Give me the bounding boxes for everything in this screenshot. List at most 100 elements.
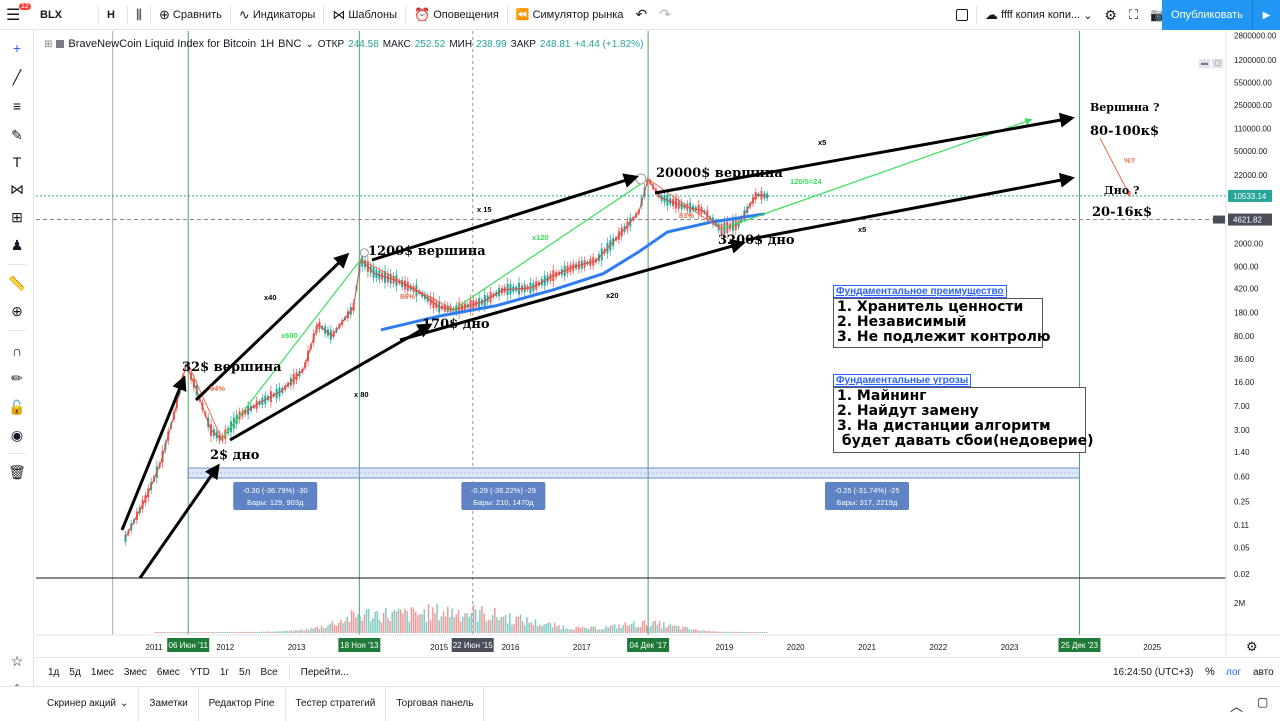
tab-screener[interactable]: Скринер акций ⌄ [0, 686, 140, 721]
alerts-button[interactable]: ⏰ Оповещения [408, 0, 505, 30]
volume-bar [740, 631, 742, 633]
undo-button[interactable]: ↶ [629, 0, 653, 30]
trash-icon[interactable]: 🗑 [8, 463, 26, 480]
pattern-icon[interactable]: ⋈ [10, 180, 24, 197]
log-toggle[interactable]: лог [1226, 666, 1242, 678]
volume-bar [720, 631, 723, 633]
volume-bar [235, 631, 237, 633]
person-icon[interactable]: ♟ [10, 236, 24, 253]
fib-icon[interactable]: ≡ [12, 98, 22, 114]
range-6m[interactable]: 6мес [156, 666, 180, 678]
threats-item: 2. Найдут замену [837, 403, 979, 419]
prediction-icon[interactable]: ⊞ [11, 208, 23, 225]
layout-checkbox[interactable] [950, 0, 974, 30]
moving-average-line [380, 212, 766, 332]
play-button[interactable]: ▶ [1252, 0, 1280, 30]
range-ytd[interactable]: YTD [189, 666, 210, 678]
fullscreen-button[interactable]: ⛶ [1123, 0, 1144, 30]
x-tick-label: 2022 [929, 643, 947, 652]
symbol-search[interactable]: BLX [40, 8, 62, 21]
volume-bar [382, 612, 385, 633]
volume-bar [581, 626, 584, 633]
tab-strategy-tester[interactable]: Тестер стратегий [286, 686, 387, 721]
volume-bar [342, 623, 344, 633]
volume-bar [290, 630, 293, 633]
y-tick-label: 0.05 [1234, 544, 1250, 553]
pane-maximize-button[interactable]: ▢ [1212, 59, 1223, 68]
volume-bar [303, 630, 306, 633]
measurement-tooltip [233, 482, 318, 510]
range-5y[interactable]: 5л [239, 666, 251, 678]
range-5d[interactable]: 5д [69, 666, 81, 678]
range-3m[interactable]: 3мес [123, 666, 147, 678]
compare-button[interactable]: ⊕ Сравнить [153, 0, 228, 30]
tab-trading-panel[interactable]: Торговая панель [386, 686, 485, 721]
volume-bar [464, 613, 466, 633]
range-1y[interactable]: 1г [219, 666, 230, 678]
chart-type-button[interactable]: ⫼ [130, 0, 148, 30]
volume-bar [355, 617, 357, 633]
ratio-label: x40 [264, 293, 277, 302]
clock[interactable]: 16:24:50 (UTC+3) [1113, 666, 1194, 678]
eye-icon[interactable]: ◉ [10, 426, 24, 443]
magnet-icon[interactable]: ∩ [11, 343, 23, 359]
ruler-icon[interactable]: 📏 [8, 274, 26, 291]
volume-bar [171, 631, 173, 633]
star-icon[interactable]: ☆ [10, 652, 24, 669]
range-all[interactable]: Все [260, 666, 278, 678]
text-icon[interactable]: T [12, 154, 22, 170]
volume-bar [444, 616, 447, 633]
replay-button[interactable]: ⏪ Симулятор рынка [510, 0, 630, 30]
collapse-icon[interactable]: ⊞ [44, 38, 53, 50]
price-chart[interactable]: -0.30 (-36.79%) -30 Бары: 129, 903д -0.29 … [35, 31, 1280, 656]
auto-toggle[interactable]: авто [1253, 666, 1274, 678]
measurement-line2: Бары: 129, 903д [247, 498, 304, 507]
y-tick-label: 3.00 [1234, 426, 1250, 435]
volume-bar [472, 604, 475, 633]
volume-bar [654, 620, 657, 633]
templates-button[interactable]: ⋈ Шаблоны [326, 0, 403, 30]
volume-bar [451, 608, 453, 633]
volume-bar [254, 631, 257, 633]
volume-bar [295, 629, 297, 633]
pane-collapse-button[interactable]: ▬ [1199, 59, 1210, 68]
redo-button[interactable]: ↷ [653, 0, 677, 30]
chevron-up-icon[interactable]: ︿ [1230, 699, 1244, 714]
fullscreen-icon: ⛶ [1128, 7, 1139, 22]
percent-toggle[interactable]: % [1205, 666, 1215, 678]
brush-icon[interactable]: ✎ [11, 126, 23, 143]
layout-menu[interactable]: ☁ ffff копия копи... ⌄ [979, 0, 1098, 30]
volume-bar [269, 631, 272, 633]
volume-bar [271, 631, 274, 633]
volume-bar [348, 621, 351, 633]
lock-drawing-icon[interactable]: ✏ [11, 369, 23, 386]
chevron-down-icon[interactable]: ⌄ [305, 38, 314, 50]
top-toolbar: ☰ 12 BLX H ⫼ ⊕ Сравнить ∿ Индикаторы ⋈ Шабл… [0, 0, 1280, 30]
volume-bar [652, 621, 654, 633]
volume-bar [750, 631, 753, 633]
volume-bar [316, 626, 319, 633]
maximize-panel-icon[interactable]: ▢ [1257, 695, 1269, 709]
indicators-button[interactable]: ∿ Индикаторы [233, 0, 321, 30]
volume-bar [224, 631, 227, 633]
drawdown-line [647, 178, 722, 230]
volume-bar [252, 631, 254, 633]
volume-bar [462, 616, 464, 633]
menu-button[interactable]: ☰ 12 [0, 0, 34, 30]
y-tick-label: 22000.00 [1234, 171, 1268, 180]
goto-button[interactable]: Перейти... [300, 666, 349, 678]
tab-pine-editor[interactable]: Редактор Pine [199, 686, 286, 721]
zoom-icon[interactable]: ⊕ [11, 302, 23, 319]
trend-arrow [138, 463, 220, 579]
crosshair-icon[interactable]: + [12, 40, 22, 56]
range-1d[interactable]: 1д [48, 666, 60, 678]
interval-button[interactable]: H [107, 8, 115, 21]
range-1m[interactable]: 1мес [90, 666, 114, 678]
publish-button[interactable]: Опубликовать [1162, 0, 1252, 30]
volume-bar [243, 631, 246, 633]
lock-icon[interactable]: 🔓 [8, 398, 26, 415]
settings-button[interactable]: ⚙ [1098, 0, 1123, 30]
trend-line-icon[interactable]: ╱ [12, 68, 22, 85]
tab-notes[interactable]: Заметки [139, 686, 199, 721]
fundamentals-item: 3. Не подлежит контролю [837, 329, 1051, 345]
